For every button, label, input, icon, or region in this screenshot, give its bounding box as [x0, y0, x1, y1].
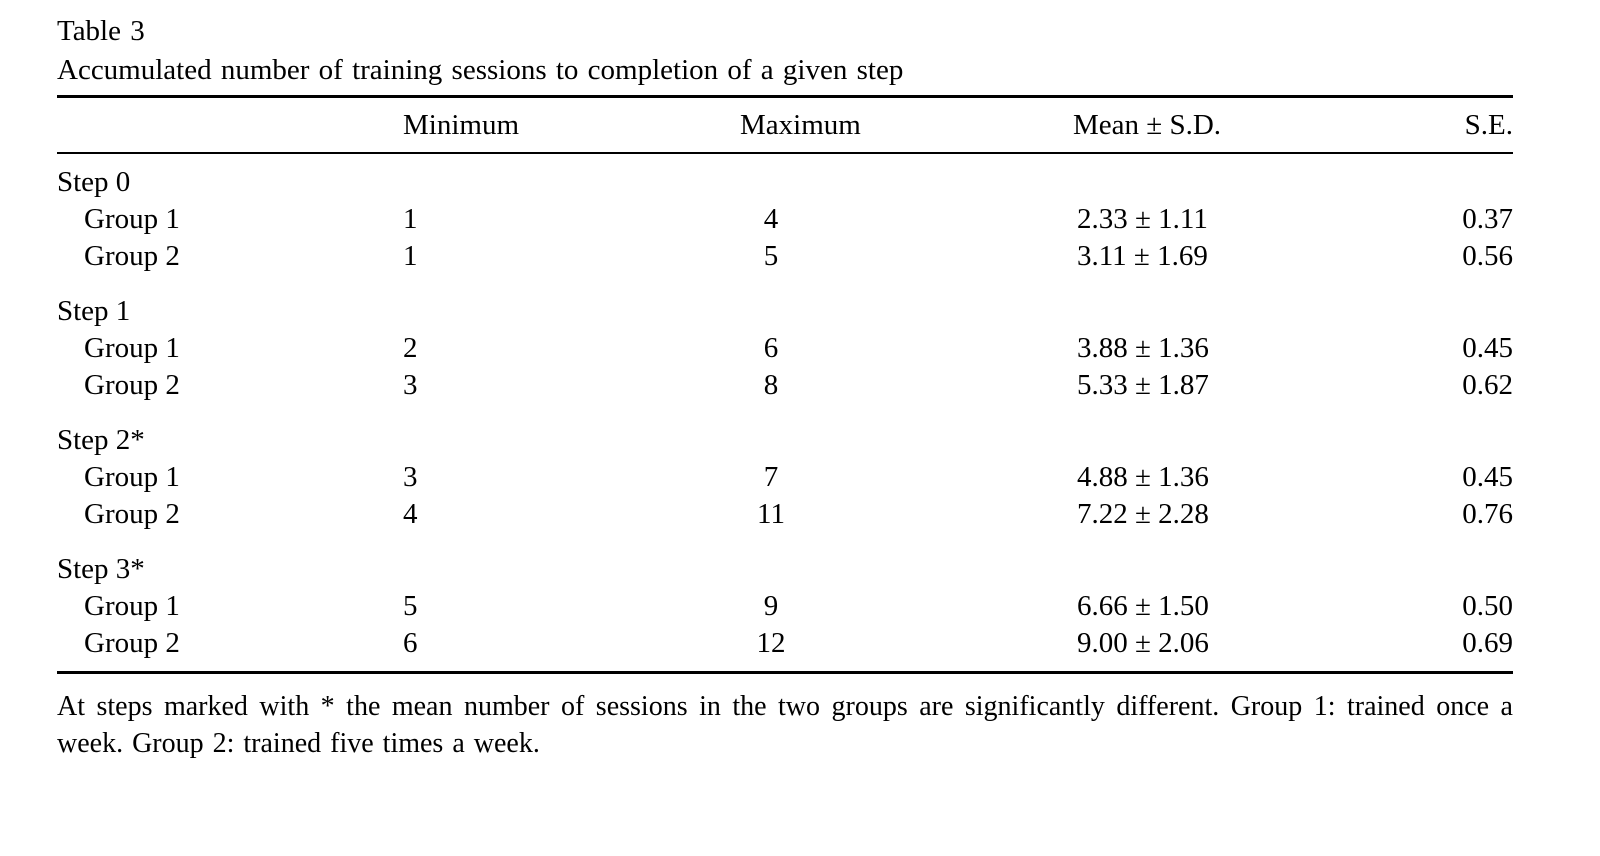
column-header-label [57, 98, 395, 152]
cell-maximum: 7 [763, 461, 779, 493]
cell-minimum: 3 [403, 461, 418, 493]
table-title: Table 3 [57, 15, 145, 47]
table-row: Group 1 5 9 6.66 ± 1.50 0.50 [57, 588, 1513, 625]
cell-mean-sd: 4.88 ± 1.36 [1077, 461, 1209, 493]
cell-mean-sd: 2.33 ± 1.11 [1077, 203, 1208, 235]
cell-se: 0.45 [1462, 332, 1513, 364]
cell-minimum: 6 [403, 627, 418, 659]
row-label: Group 1 [84, 203, 180, 235]
cell-maximum: 6 [763, 332, 779, 364]
cell-maximum: 8 [763, 369, 779, 401]
cell-minimum: 4 [403, 498, 418, 530]
table-top-rule [57, 95, 1513, 98]
cell-mean-sd: 3.88 ± 1.36 [1077, 332, 1209, 364]
cell-minimum: 1 [403, 240, 418, 272]
table-row: Group 2 6 12 9.00 ± 2.06 0.69 [57, 625, 1513, 662]
table-caption-block: Table 3 Accumulated number of training s… [57, 12, 1513, 90]
column-header-mean-sd: Mean ± S.D. [1073, 109, 1222, 141]
cell-mean-sd: 6.66 ± 1.50 [1077, 590, 1209, 622]
table-row: Group 1 2 6 3.88 ± 1.36 0.45 [57, 330, 1513, 367]
cell-se: 0.62 [1462, 369, 1513, 401]
cell-maximum: 9 [763, 590, 779, 622]
cell-maximum: 11 [757, 498, 785, 530]
row-label: Group 1 [84, 590, 180, 622]
section-label: Step 3* [57, 553, 145, 585]
cell-se: 0.37 [1462, 203, 1513, 235]
cell-mean-sd: 9.00 ± 2.06 [1077, 627, 1209, 659]
cell-minimum: 5 [403, 590, 418, 622]
table-section-row: Step 2* [57, 422, 1513, 459]
table-header-row: Minimum Maximum Mean ± S.D. S.E. [57, 98, 1513, 152]
column-header-maximum: Maximum [740, 109, 861, 141]
table-bottom-rule [57, 671, 1513, 674]
column-header-se: S.E. [1464, 109, 1513, 141]
table-section-row: Step 0 [57, 164, 1513, 201]
table-row: Group 2 3 8 5.33 ± 1.87 0.62 [57, 367, 1513, 404]
section-label: Step 1 [57, 295, 131, 327]
cell-maximum: 5 [763, 240, 779, 272]
cell-minimum: 3 [403, 369, 418, 401]
row-label: Group 2 [84, 369, 180, 401]
row-label: Group 1 [84, 332, 180, 364]
row-label: Group 2 [84, 627, 180, 659]
row-label: Group 2 [84, 240, 180, 272]
table-caption: Accumulated number of training sessions … [57, 54, 904, 86]
section-label: Step 2* [57, 424, 145, 456]
table-body: Step 0 Group 1 1 4 2.33 ± 1.11 0.37 Grou… [57, 164, 1513, 662]
cell-minimum: 1 [403, 203, 418, 235]
section-label: Step 0 [57, 166, 131, 198]
cell-se: 0.69 [1462, 627, 1513, 659]
row-label: Group 1 [84, 461, 180, 493]
cell-maximum: 4 [763, 203, 779, 235]
cell-maximum: 12 [756, 627, 786, 659]
table-row: Group 1 1 4 2.33 ± 1.11 0.37 [57, 201, 1513, 238]
table-row: Group 1 3 7 4.88 ± 1.36 0.45 [57, 459, 1513, 496]
cell-minimum: 2 [403, 332, 418, 364]
cell-se: 0.76 [1462, 498, 1513, 530]
table-mid-rule [57, 152, 1513, 154]
table-footnote: At steps marked with * the mean number o… [57, 691, 1513, 759]
cell-mean-sd: 3.11 ± 1.69 [1077, 240, 1208, 272]
row-label: Group 2 [84, 498, 180, 530]
cell-se: 0.45 [1462, 461, 1513, 493]
table-section-row: Step 3* [57, 551, 1513, 588]
cell-se: 0.56 [1462, 240, 1513, 272]
cell-se: 0.50 [1462, 590, 1513, 622]
column-header-minimum: Minimum [403, 109, 520, 141]
table-row: Group 2 4 11 7.22 ± 2.28 0.76 [57, 496, 1513, 533]
table-row: Group 2 1 5 3.11 ± 1.69 0.56 [57, 238, 1513, 275]
cell-mean-sd: 7.22 ± 2.28 [1077, 498, 1209, 530]
table-section-row: Step 1 [57, 293, 1513, 330]
cell-mean-sd: 5.33 ± 1.87 [1077, 369, 1209, 401]
